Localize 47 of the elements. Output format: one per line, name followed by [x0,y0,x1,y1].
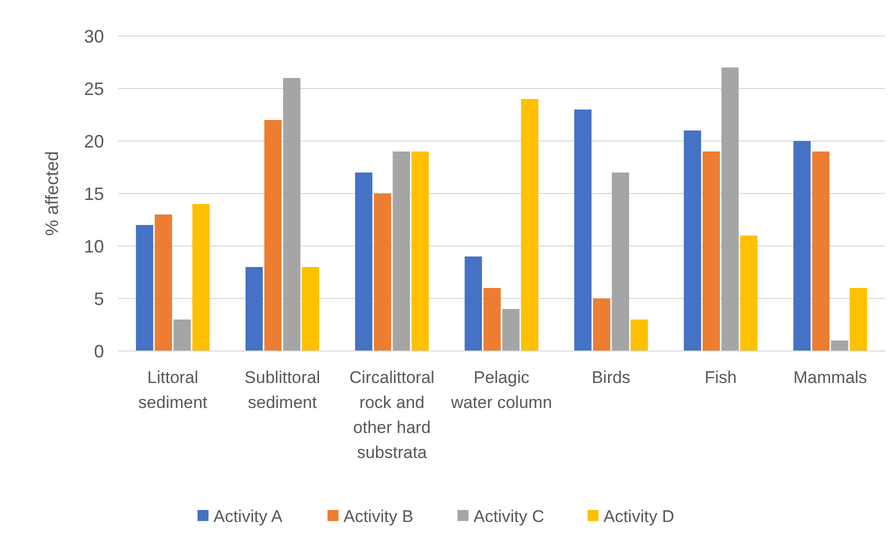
y-tick-label: 25 [84,78,104,99]
bar [793,141,811,351]
bar [283,78,300,351]
bar [246,267,263,351]
bar [483,288,501,351]
bar [502,309,520,351]
bar [464,256,482,351]
bar [355,172,372,351]
bar [136,225,154,351]
bar [684,130,702,351]
y-tick-label: 10 [84,236,104,256]
x-tick-label: Mammals [793,368,868,387]
bar [630,320,648,351]
legend-label: Activity D [604,506,674,526]
x-tick-label: Pelagic water column [450,368,552,412]
bar [574,110,592,351]
bar [850,288,868,351]
x-tick-label: Sublittoral sediment [244,368,320,412]
legend-label: Activity A [214,506,284,526]
bar [154,214,172,351]
y-tick-label: 5 [94,288,104,309]
bar [830,340,848,351]
y-tick-label: 20 [84,131,104,152]
x-tick-label: Fish [704,368,737,387]
x-tick-label: Littoral sediment [138,368,208,412]
bar [174,320,191,351]
x-tick-label: Circalittoral rock and other hard substrata [349,368,434,462]
bar [374,194,392,351]
y-tick-label: 0 [94,341,104,362]
legend-label: Activity C [474,506,544,526]
y-axis-title: % affected [42,151,62,236]
y-tick-label: 15 [84,184,104,204]
bar [192,204,210,351]
bar [702,152,720,351]
legend-label: Activity B [344,506,414,526]
bar [740,236,758,351]
bar [411,152,429,351]
x-tick-label: Birds [592,368,630,387]
bar [264,120,282,351]
bar [812,152,830,351]
bar [392,152,410,351]
bar [593,298,610,351]
bar [721,68,739,351]
y-tick-label: 30 [84,26,104,46]
bar [521,99,538,351]
bar [302,267,320,351]
bar [612,172,630,351]
